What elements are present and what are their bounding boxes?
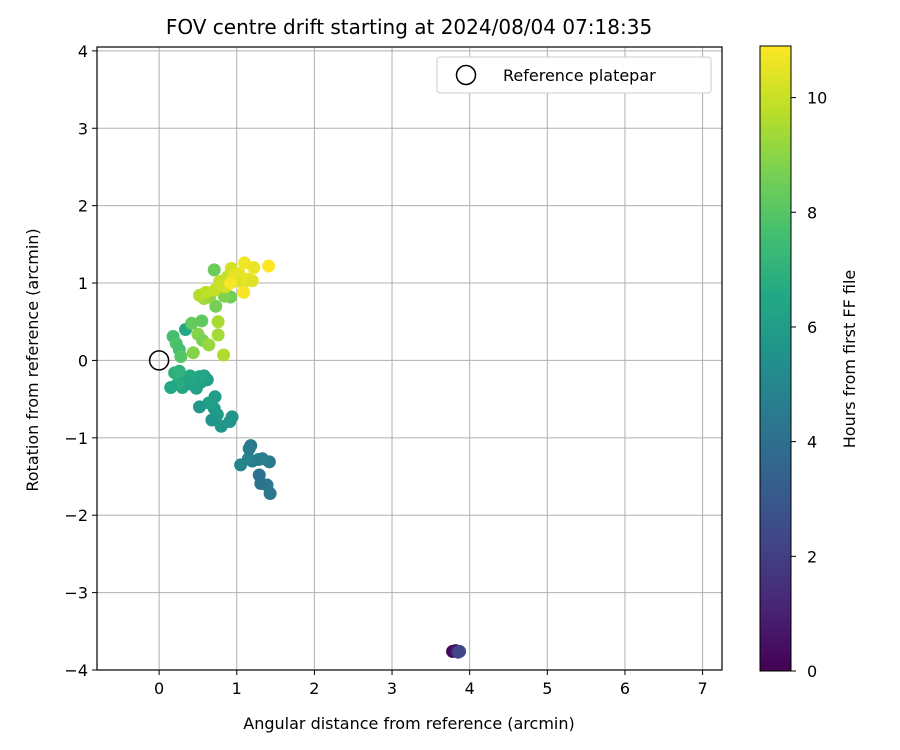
data-point xyxy=(252,468,266,482)
colorbar-tick-label: 0 xyxy=(807,662,817,681)
y-tick-label: 2 xyxy=(78,197,88,216)
y-tick-label: 1 xyxy=(78,274,88,293)
y-tick-label: −2 xyxy=(64,506,88,525)
x-tick-label: 4 xyxy=(465,679,475,698)
data-point xyxy=(224,276,238,290)
colorbar-gradient xyxy=(759,45,792,672)
data-point xyxy=(214,419,228,433)
x-tick-label: 5 xyxy=(542,679,552,698)
data-point xyxy=(192,400,206,414)
data-point xyxy=(242,442,256,456)
y-tick-label: 4 xyxy=(78,42,88,61)
data-point xyxy=(186,346,200,360)
data-point xyxy=(174,350,188,364)
legend-box xyxy=(436,56,712,94)
legend: Reference platepar xyxy=(436,56,712,94)
colorbar-label: Hours from first FF file xyxy=(840,270,859,449)
x-axis-ticks: 0 1 2 3 4 5 6 7 xyxy=(154,670,708,698)
colorbar-tick-label: 10 xyxy=(807,89,827,108)
y-axis-ticks: −4 −3 −2 −1 0 1 2 3 4 xyxy=(64,42,97,680)
y-tick-label: −1 xyxy=(64,429,88,448)
legend-marker-icon xyxy=(455,64,477,86)
grid-lines xyxy=(97,47,722,671)
colorbar-tick-label: 8 xyxy=(807,203,817,222)
colorbar: 0 2 4 6 8 10 Hours from first FF file xyxy=(759,45,859,681)
data-point xyxy=(211,328,225,342)
reference-point xyxy=(148,350,170,371)
colorbar-tick-label: 6 xyxy=(807,318,817,337)
y-axis-label: Rotation from reference (arcmin) xyxy=(23,228,42,491)
x-tick-label: 0 xyxy=(154,679,164,698)
x-tick-label: 6 xyxy=(620,679,630,698)
data-point xyxy=(245,274,259,288)
data-point xyxy=(202,338,216,352)
data-point xyxy=(211,315,225,329)
data-point xyxy=(205,413,219,427)
y-tick-label: 3 xyxy=(78,119,88,138)
chart-title: FOV centre drift starting at 2024/08/04 … xyxy=(166,15,652,39)
y-tick-label: −3 xyxy=(64,584,88,603)
data-point xyxy=(195,314,209,328)
data-point xyxy=(164,381,178,395)
data-point xyxy=(185,316,199,330)
data-points xyxy=(164,256,467,659)
data-point xyxy=(262,259,276,273)
data-point xyxy=(237,285,251,299)
y-tick-label: −4 xyxy=(64,661,88,680)
data-point xyxy=(234,458,248,472)
colorbar-tick-label: 4 xyxy=(807,433,817,452)
legend-entry-reference: Reference platepar xyxy=(503,66,656,85)
x-tick-label: 7 xyxy=(697,679,707,698)
colorbar-ticks: 0 2 4 6 8 10 xyxy=(791,89,827,681)
x-tick-label: 3 xyxy=(387,679,397,698)
data-point xyxy=(172,364,186,378)
plot-frame xyxy=(96,46,723,671)
data-point xyxy=(209,299,223,313)
x-tick-label: 1 xyxy=(232,679,242,698)
x-axis-label: Angular distance from reference (arcmin) xyxy=(243,714,574,733)
data-point xyxy=(453,644,467,658)
x-tick-label: 2 xyxy=(309,679,319,698)
colorbar-tick-label: 2 xyxy=(807,547,817,566)
data-point xyxy=(247,261,261,275)
data-point xyxy=(217,289,231,303)
data-point xyxy=(217,348,231,362)
data-point xyxy=(207,263,221,277)
y-tick-label: 0 xyxy=(78,351,88,370)
